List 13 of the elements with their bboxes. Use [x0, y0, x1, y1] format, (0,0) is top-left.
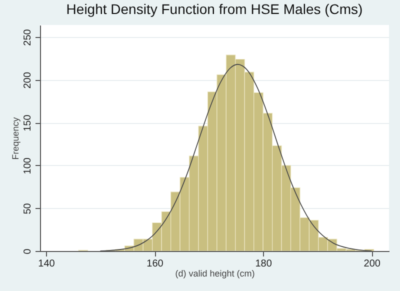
y-tick-label: 200	[22, 72, 34, 89]
y-tick-label: 150	[22, 114, 34, 132]
x-tick-label: 180	[255, 258, 272, 270]
chart-title: Height Density Function from HSE Males (Cms)	[66, 1, 363, 17]
y-tick-label: 0	[22, 248, 34, 254]
y-tick-label: 50	[22, 202, 34, 214]
x-tick-label: 200	[364, 258, 381, 270]
x-tick-label: 140	[38, 258, 56, 270]
x-tick-label: 160	[146, 258, 164, 270]
y-tick-label: 100	[22, 157, 34, 174]
x-axis-title: (d) valid height (cm)	[175, 268, 255, 278]
y-tick-label: 250	[22, 28, 34, 46]
y-axis-title: Frequency	[10, 116, 20, 160]
